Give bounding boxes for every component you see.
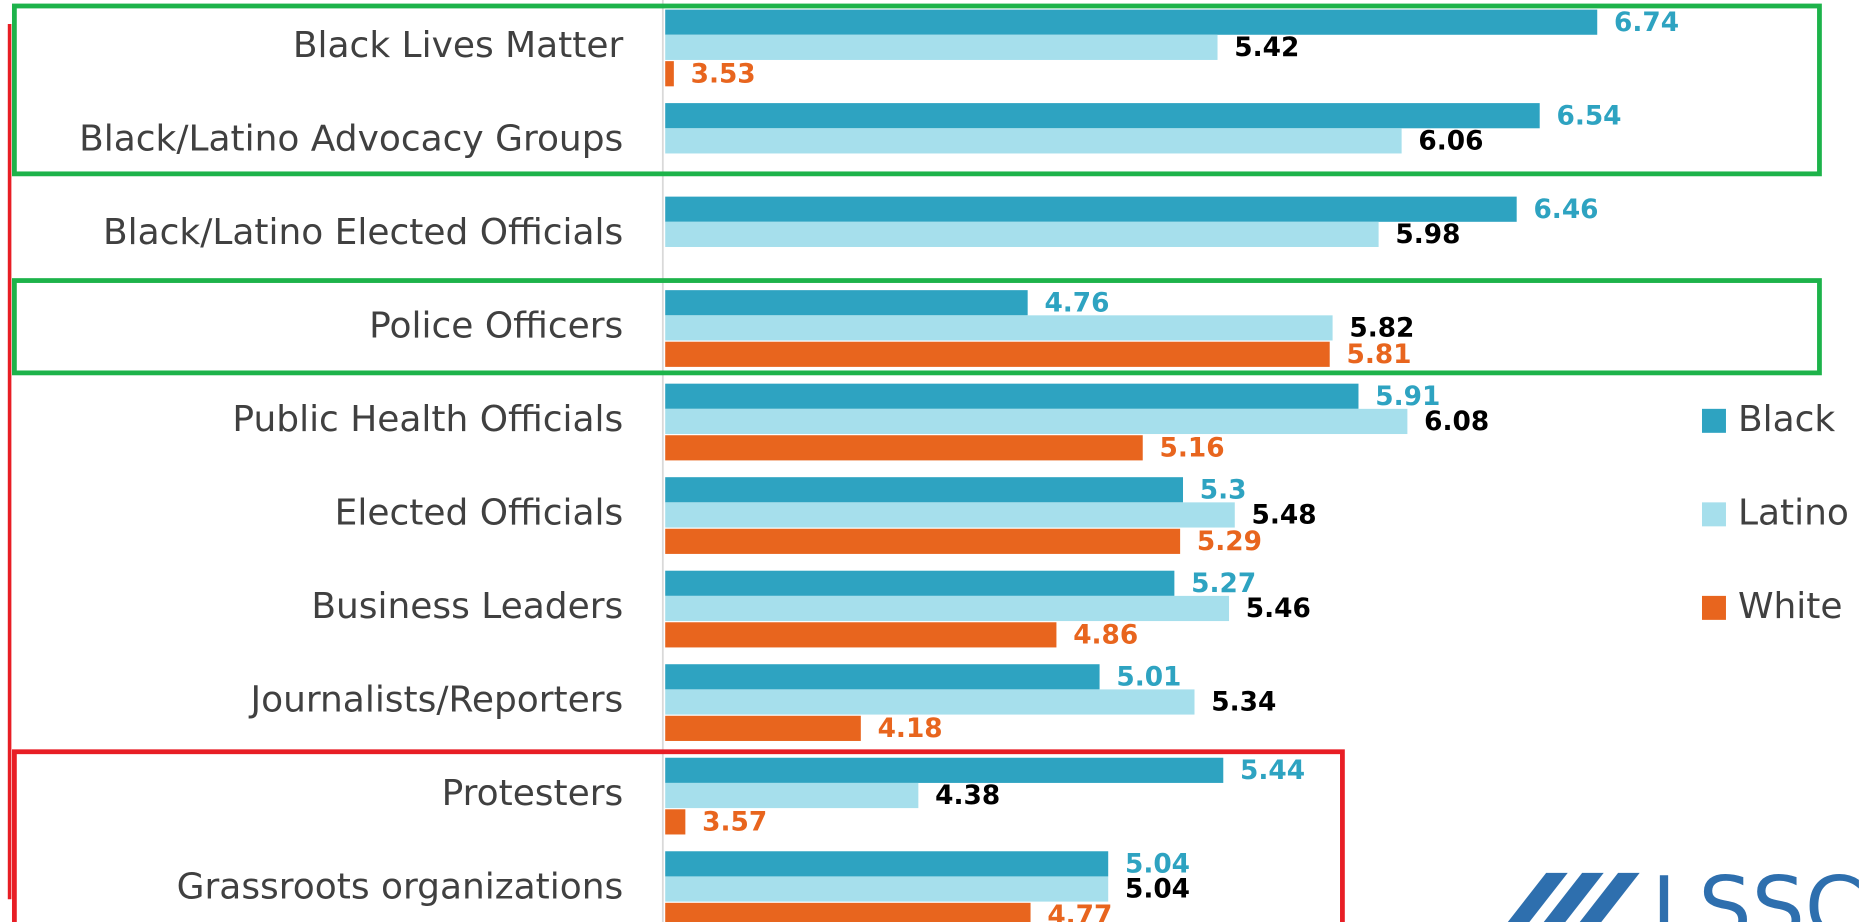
bar bbox=[665, 622, 1057, 648]
value-label: 5.34 bbox=[1211, 688, 1276, 718]
logo-text: LSSC bbox=[1652, 859, 1864, 922]
bar bbox=[665, 809, 686, 835]
value-label: 6.06 bbox=[1418, 127, 1483, 157]
category-label: Protesters bbox=[442, 773, 624, 814]
bar bbox=[665, 782, 919, 809]
bar bbox=[665, 383, 1359, 409]
value-label: 4.18 bbox=[878, 714, 943, 744]
bar bbox=[665, 851, 1109, 877]
bar bbox=[665, 715, 861, 741]
highlight-box bbox=[11, 3, 1822, 177]
bar bbox=[665, 128, 1402, 154]
value-label: 5.48 bbox=[1252, 501, 1317, 531]
value-label: 3.57 bbox=[702, 808, 767, 838]
category-label: Elected Officials bbox=[335, 492, 624, 533]
bar bbox=[665, 595, 1230, 622]
value-label: 5.16 bbox=[1160, 434, 1225, 464]
logo-slash bbox=[1507, 872, 1568, 922]
highlight-box bbox=[11, 749, 1345, 922]
bar bbox=[665, 528, 1181, 554]
bar bbox=[665, 290, 1028, 316]
highlight-box bbox=[11, 278, 1822, 376]
bar bbox=[665, 103, 1540, 129]
legend-label: White bbox=[1738, 586, 1843, 627]
value-label: 5.27 bbox=[1191, 569, 1256, 599]
category-label: Journalists/Reporters bbox=[248, 679, 623, 720]
value-label: 5.82 bbox=[1349, 314, 1414, 344]
value-label: 5.46 bbox=[1246, 594, 1311, 624]
category-label: Grassroots organizations bbox=[177, 866, 624, 907]
category-label: Public Health Officials bbox=[232, 399, 623, 440]
bar bbox=[665, 34, 1218, 60]
value-label: 4.76 bbox=[1044, 288, 1109, 318]
value-label: 6.46 bbox=[1533, 195, 1598, 225]
logo-slash bbox=[1579, 872, 1640, 922]
value-label: 6.08 bbox=[1424, 407, 1489, 437]
bar bbox=[665, 477, 1184, 503]
value-label: 5.04 bbox=[1125, 850, 1190, 880]
value-label: 5.44 bbox=[1240, 756, 1305, 786]
value-label: 6.74 bbox=[1614, 8, 1679, 38]
value-label: 4.86 bbox=[1073, 621, 1138, 651]
value-label: 3.53 bbox=[691, 59, 756, 89]
bar bbox=[665, 689, 1195, 715]
value-label: 5.01 bbox=[1116, 663, 1181, 693]
logo: LSSC bbox=[1507, 859, 1864, 922]
value-label: 6.54 bbox=[1556, 101, 1621, 131]
value-label: 5.29 bbox=[1197, 527, 1262, 557]
bar bbox=[665, 196, 1517, 222]
bar bbox=[665, 61, 674, 87]
category-label: Black/Latino Advocacy Groups bbox=[79, 118, 623, 159]
bar bbox=[665, 9, 1598, 35]
value-label: 5.98 bbox=[1395, 220, 1460, 250]
value-label: 5.91 bbox=[1375, 382, 1440, 412]
bar bbox=[665, 435, 1143, 461]
value-label: 5.3 bbox=[1200, 475, 1247, 505]
value-label: 5.04 bbox=[1125, 875, 1190, 905]
category-label: Business Leaders bbox=[311, 586, 623, 627]
legend-swatch bbox=[1701, 502, 1726, 527]
category-label: Black/Latino Elected Officials bbox=[103, 212, 623, 253]
category-label: Black Lives Matter bbox=[293, 25, 624, 66]
value-label: 5.42 bbox=[1234, 33, 1299, 63]
legend-swatch bbox=[1701, 595, 1726, 620]
value-label: 4.77 bbox=[1047, 901, 1112, 922]
bar bbox=[665, 757, 1224, 783]
legend-label: Black bbox=[1738, 399, 1835, 440]
value-label: 5.81 bbox=[1346, 340, 1411, 370]
legend-swatch bbox=[1701, 408, 1726, 433]
category-label: Police Officers bbox=[369, 305, 623, 346]
bar bbox=[665, 221, 1379, 247]
bar bbox=[665, 341, 1330, 367]
bar bbox=[665, 408, 1408, 435]
value-label: 4.38 bbox=[935, 781, 1000, 811]
bar bbox=[665, 570, 1175, 596]
legend-label: Latino bbox=[1738, 492, 1849, 533]
bar bbox=[665, 902, 1031, 922]
logo-slash bbox=[1543, 872, 1604, 922]
bar bbox=[665, 502, 1235, 528]
bar bbox=[665, 664, 1100, 690]
bar bbox=[665, 876, 1109, 902]
bar bbox=[665, 315, 1333, 341]
